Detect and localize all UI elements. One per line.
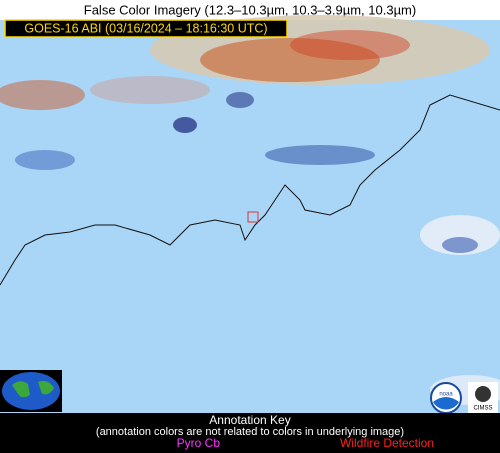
title: False Color Imagery (12.3–10.3µm, 10.3–3… bbox=[84, 2, 416, 17]
cimss-logo: CIMSS bbox=[468, 382, 498, 413]
pyro-cb: Pyro Cb bbox=[177, 436, 221, 450]
wildfire-detection: Wildfire Detection bbox=[340, 436, 434, 450]
timestamp: GOES-16 ABI (03/16/2024 – 18:16:30 UTC) bbox=[24, 21, 267, 35]
globe bbox=[0, 370, 62, 412]
cimss-text: CIMSS bbox=[473, 406, 492, 412]
noaa-text: noaa bbox=[439, 392, 453, 398]
imagery bbox=[0, 20, 500, 413]
timestamp-box bbox=[4, 19, 288, 38]
noaa-logo: noaa bbox=[430, 382, 462, 414]
footer-bar bbox=[0, 413, 500, 453]
title-bar bbox=[0, 0, 500, 20]
key-note: (annotation colors are not related to co… bbox=[96, 426, 404, 438]
key-title: Annotation Key bbox=[209, 413, 290, 427]
border-line bbox=[0, 94, 500, 286]
detection-box bbox=[247, 211, 259, 223]
